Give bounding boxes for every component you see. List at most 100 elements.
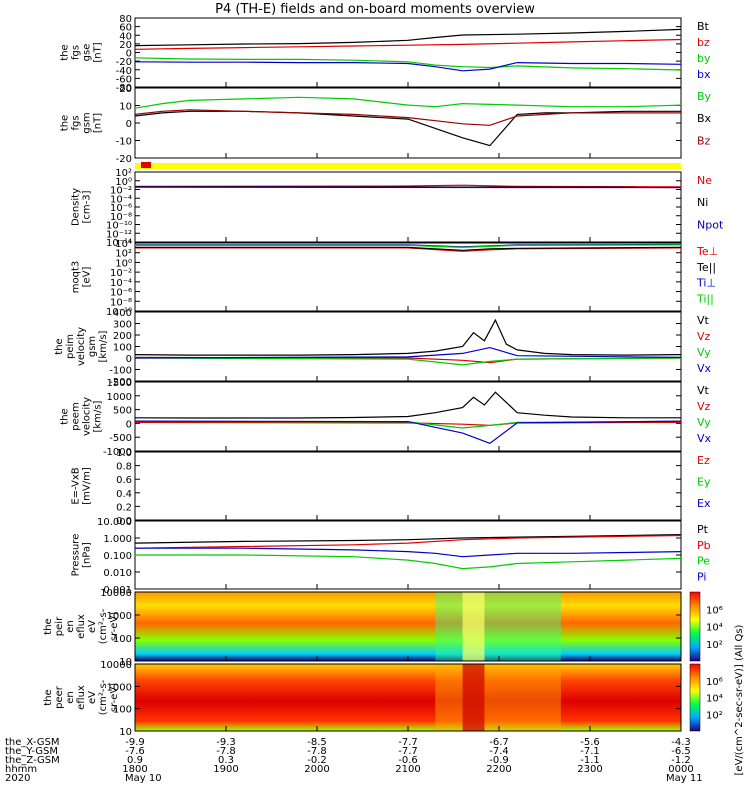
y-tick-label: 40 xyxy=(119,31,132,42)
legend-Bz: Bz xyxy=(697,134,711,147)
ylabel-line: eV xyxy=(87,620,98,633)
y-tick-label: 10⁻⁶ xyxy=(110,288,132,299)
chart-title: P4 (TH-E) fields and on-board moments ov… xyxy=(215,2,535,17)
ylabel-line: [nT] xyxy=(93,42,104,62)
position-row-value: -5.6 xyxy=(580,737,600,748)
ylabel-line: peem xyxy=(71,402,82,430)
ylabel-line: the xyxy=(60,408,71,424)
y-tick-label: 10000 xyxy=(100,588,132,599)
legend-Ey: Ey xyxy=(697,475,711,488)
ylabel-line: the xyxy=(54,338,65,354)
series-peem-velocity-Vx xyxy=(134,420,682,444)
panel-frame-peim-velocity xyxy=(134,311,682,382)
position-row-value: -7.6 xyxy=(125,746,145,757)
ylabel-line: [eV] xyxy=(82,267,93,288)
position-row-value: -8.5 xyxy=(307,737,327,748)
y-tick-label: 60 xyxy=(119,23,132,34)
date-label-end: May 11 xyxy=(666,773,703,784)
legend-Vx: Vx xyxy=(697,432,712,445)
y-tick-label: 80 xyxy=(119,14,132,25)
colorbar-tick-label: 10² xyxy=(706,710,723,721)
y-tick-label: 10⁻⁴ xyxy=(110,278,132,289)
ylabel-density: Density [cm-3] xyxy=(71,188,93,226)
legend-Ti||: Ti|| xyxy=(696,292,714,305)
colorbar-peer-en-eflux xyxy=(689,663,701,732)
y-tick-label: 20 xyxy=(119,40,132,51)
ylabel-fgs-gsm: the fgs gsm [nT] xyxy=(60,112,104,133)
panel-frame-fgs-gse xyxy=(134,17,682,88)
series-fgs-gsm-By xyxy=(134,96,682,109)
y-tick-label: 10² xyxy=(115,168,132,179)
ylabel-peir-en-eflux: the peir en eflux eV (cm²-s-sr-eV) xyxy=(43,608,120,644)
legend-Te⊥: Te⊥ xyxy=(696,245,718,258)
colorbar-unit-text: [eV/(cm^2-sec-sr-eV)] (All Qs) xyxy=(734,624,745,775)
legend-Ez: Ez xyxy=(697,454,710,467)
series-fgs-gse-bx xyxy=(134,61,682,72)
y-tick-label: 0 xyxy=(126,419,132,430)
series-peim-velocity-Vx xyxy=(134,346,682,359)
y-tick-label: -500 xyxy=(109,433,132,444)
y-tick-label: 10 xyxy=(119,657,132,668)
y-tick-label: 400 xyxy=(113,308,132,319)
y-tick-label: -1000 xyxy=(103,447,132,458)
series-moqt3-Ti|| xyxy=(135,244,682,249)
position-row-value: 0.3 xyxy=(218,755,234,766)
panel-frame-fgs-gsm xyxy=(134,87,682,159)
ylabel-line: sr-eV) xyxy=(109,683,120,712)
ylabel-line: E=-VxB xyxy=(71,467,82,504)
legend-by: by xyxy=(697,52,711,65)
y-tick-label: 10⁰ xyxy=(115,177,132,188)
colorbar-tick-label: 10⁴ xyxy=(706,623,723,634)
y-tick-label: 0.010 xyxy=(103,568,132,579)
position-row-value: -7.7 xyxy=(398,737,418,748)
y-tick-label: -200 xyxy=(109,377,132,388)
y-tick-label: -60 xyxy=(116,74,132,85)
legend-Pt: Pt xyxy=(697,523,709,536)
position-row-value: -1.2 xyxy=(671,755,691,766)
y-tick-label: 10⁻⁶ xyxy=(110,203,132,214)
panel-frame-density xyxy=(134,171,682,243)
series-pressure-Pb xyxy=(134,534,682,549)
position-row-value: -7.8 xyxy=(307,746,327,757)
spectrogram-spike-peir-en-eflux xyxy=(462,592,485,661)
x-tick-label: 0000 xyxy=(668,764,693,775)
legend-Vt: Vt xyxy=(697,384,710,397)
y-tick-label: 10⁻² xyxy=(110,268,132,279)
ylabel-line: peim xyxy=(65,334,76,359)
ylabel-peem-velocity: the peem velocity [km/s] xyxy=(60,397,104,436)
y-tick-label: 10⁰ xyxy=(115,258,132,269)
ylabel-line: the xyxy=(60,115,71,131)
ylabel-line: gse xyxy=(82,44,93,62)
y-tick-label: 100 xyxy=(113,634,132,645)
spectrogram-spike-peer-en-eflux xyxy=(462,664,485,731)
status-bar-1 xyxy=(141,162,151,168)
position-row-value: -4.3 xyxy=(671,737,691,748)
colorbar-tick-label: 10⁶ xyxy=(706,677,723,688)
date-label-start: May 10 xyxy=(125,773,162,784)
ylabel-line: en xyxy=(65,691,76,704)
ylabel-line: Density xyxy=(71,188,82,226)
colorbar-unit-label: [eV/(cm^2-sec-sr-eV)] (All Qs) xyxy=(734,624,745,775)
colorbar-peir-en-eflux xyxy=(689,591,701,662)
ylabel-peim-velocity: the peim velocity gsm [km/s] xyxy=(54,327,109,366)
y-tick-label: 10² xyxy=(115,249,132,260)
y-tick-label: 1000 xyxy=(107,611,132,622)
ylabel-moqt3: moqt3 [eV] xyxy=(71,261,93,294)
position-row-value: -7.4 xyxy=(489,746,509,757)
position-row-value: -7.1 xyxy=(580,746,600,757)
position-row-value: -7.8 xyxy=(216,746,236,757)
ylabel-line: [nT] xyxy=(93,113,104,133)
y-tick-label: 1000 xyxy=(107,682,132,693)
legend-Ex: Ex xyxy=(697,497,711,510)
y-tick-label: -40 xyxy=(116,66,132,77)
legend-Npot: Npot xyxy=(697,218,724,231)
position-row-label: the_Z-GSM xyxy=(5,755,60,766)
ylabel-line: fgs xyxy=(71,115,82,130)
panel-frame-e-field xyxy=(134,451,682,521)
ylabel-line: en xyxy=(65,620,76,633)
y-tick-label: -100 xyxy=(109,366,132,377)
y-tick-label: 10⁻⁸ xyxy=(110,212,132,223)
y-tick-label: -20 xyxy=(116,57,132,68)
ylabel-e-field: E=-VxB [mV/m] xyxy=(71,467,93,505)
y-tick-label: 0.100 xyxy=(103,551,132,562)
